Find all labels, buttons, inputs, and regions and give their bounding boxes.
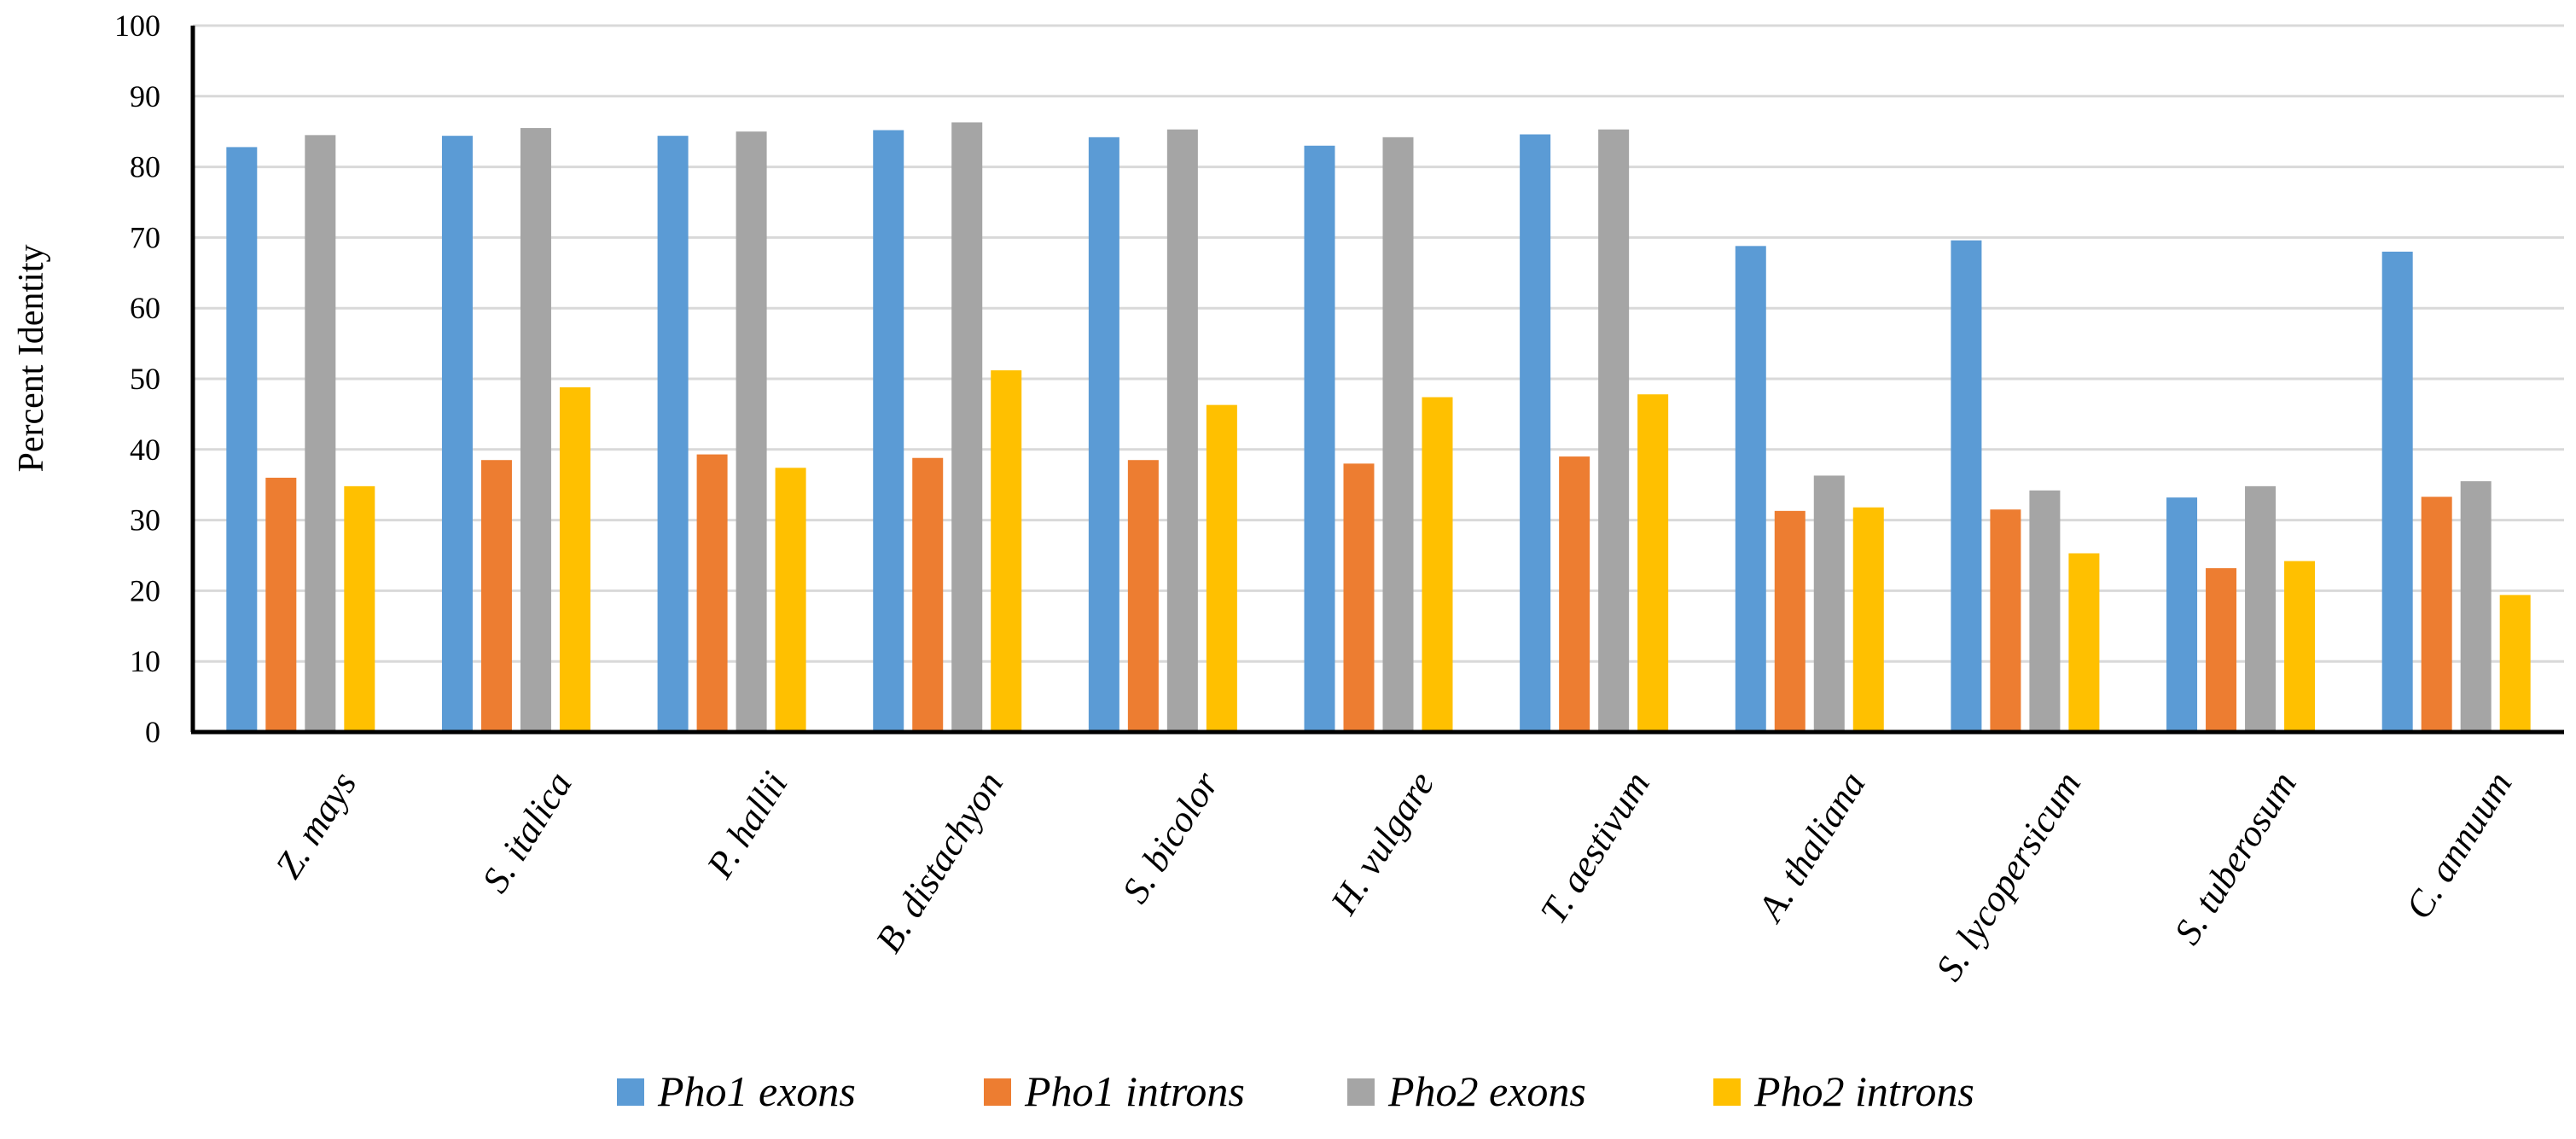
bar-pho1-introns [1774, 510, 1806, 732]
bar-pho2-exons [1166, 129, 1198, 732]
bar-pho2-exons [1382, 137, 1414, 733]
legend-label: Pho2 exons [1387, 1067, 1586, 1115]
y-tick-label: 0 [145, 715, 160, 749]
bar-pho1-introns [1990, 509, 2021, 732]
x-tick-label: Z. mays [267, 764, 364, 886]
legend-swatch [984, 1078, 1011, 1106]
y-axis-label: Percent Identity [12, 244, 51, 472]
x-tick-label: H. vulgare [1322, 764, 1442, 922]
bar-pho2-exons [1813, 475, 1845, 732]
x-tick-label: P. hallii [698, 764, 795, 886]
bar-pho1-introns [2421, 497, 2452, 732]
y-tick-label: 10 [130, 644, 160, 678]
x-tick-label: A. thaliana [1748, 764, 1874, 930]
legend-label: Pho2 introns [1753, 1067, 1974, 1115]
bar-pho2-introns [2284, 561, 2316, 732]
y-tick-label: 40 [130, 433, 160, 467]
bar-pho1-introns [696, 454, 728, 732]
bar-pho1-introns [1127, 460, 1159, 732]
y-tick-label: 60 [130, 291, 160, 325]
legend: Pho1 exons Pho1 introns Pho2 exons Pho2 int… [617, 1067, 1974, 1115]
bar-pho2-exons [2460, 481, 2492, 732]
bar-pho2-exons [2029, 490, 2061, 732]
legend-swatch [617, 1078, 644, 1106]
bar-pho2-exons [2245, 485, 2277, 732]
bars-group [226, 122, 2531, 733]
bar-pho2-exons [520, 128, 551, 732]
bar-pho2-introns [1852, 507, 1884, 732]
bar-pho1-exons [873, 130, 904, 732]
bar-pho1-introns [1343, 463, 1375, 732]
x-tick-label: S. bicolor [1114, 764, 1228, 910]
y-tick-label: 20 [130, 573, 160, 607]
bar-pho2-introns [991, 370, 1022, 732]
bar-pho1-introns [912, 457, 944, 732]
bar-pho1-exons [1520, 134, 1551, 733]
bar-pho2-exons [305, 135, 336, 733]
bar-pho1-exons [657, 136, 689, 733]
y-tick-label: 50 [130, 362, 160, 396]
bar-pho1-exons [1088, 137, 1119, 733]
bar-pho2-exons [736, 131, 767, 732]
y-tick-label: 100 [114, 9, 160, 43]
bar-pho2-introns [1637, 394, 1669, 732]
x-tick-label: B. distachyon [868, 764, 1011, 960]
axes [190, 26, 2564, 735]
bar-pho2-introns [775, 468, 806, 732]
bar-pho1-introns [2206, 567, 2237, 732]
bar-pho2-exons [1598, 129, 1630, 732]
x-tick-label: T. aestivum [1532, 764, 1658, 931]
y-tick-label: 70 [130, 220, 160, 254]
bar-pho2-exons [951, 122, 983, 732]
y-tick-label: 90 [130, 79, 160, 113]
legend-label: Pho1 introns [1024, 1067, 1245, 1115]
bar-pho1-exons [441, 136, 473, 733]
bar-pho1-introns [1559, 456, 1590, 732]
y-tick-label: 30 [130, 503, 160, 538]
bar-pho1-exons [1735, 246, 1766, 732]
x-tick-labels: Z. mays S. italica P. hallii B. distachyon S… [267, 764, 2520, 988]
bar-pho1-exons [226, 147, 258, 732]
bar-pho2-introns [1422, 397, 1453, 732]
legend-swatch [1347, 1078, 1375, 1106]
y-tick-labels: 0 10 20 30 40 50 60 70 80 90 100 [114, 9, 160, 749]
bar-pho2-introns [559, 386, 590, 732]
y-tick-label: 80 [130, 150, 160, 184]
x-tick-label: S. tuberosum [2166, 764, 2305, 951]
bar-pho1-introns [480, 460, 512, 732]
legend-swatch [1713, 1078, 1741, 1106]
x-tick-label: S. lycopersicum [1928, 764, 2089, 988]
bar-pho1-exons [2381, 251, 2413, 733]
bar-pho2-introns [2499, 595, 2531, 732]
x-tick-label: S. italica [474, 764, 579, 900]
bar-pho1-exons [1951, 240, 1982, 732]
bar-pho1-exons [1304, 145, 1335, 732]
bar-pho1-exons [2166, 497, 2198, 732]
bar-pho2-introns [1206, 404, 1237, 732]
x-tick-label: C. annuum [2398, 764, 2521, 927]
legend-label: Pho1 exons [657, 1067, 856, 1115]
bar-pho2-introns [344, 485, 375, 732]
bar-pho2-introns [2068, 553, 2100, 732]
bar-pho1-introns [265, 477, 297, 732]
